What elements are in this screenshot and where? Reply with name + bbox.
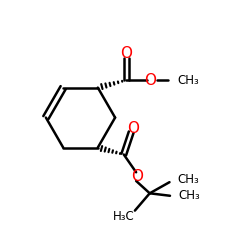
Text: O: O [131,169,143,184]
Text: CH₃: CH₃ [178,74,200,87]
Text: O: O [120,46,132,61]
Text: CH₃: CH₃ [178,173,199,186]
Text: CH₃: CH₃ [178,189,200,202]
Text: H₃C: H₃C [113,210,134,223]
Text: O: O [144,73,156,88]
Text: O: O [127,121,139,136]
